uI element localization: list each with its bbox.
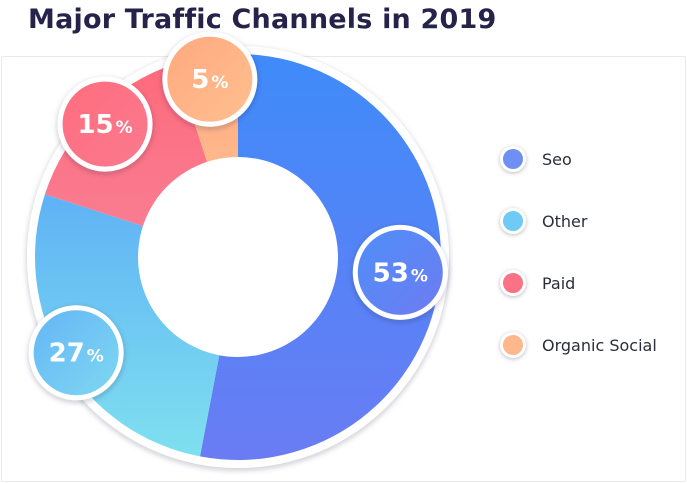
badge-other: 27% <box>28 305 124 401</box>
legend-item-seo[interactable]: Seo <box>500 128 685 190</box>
legend-swatch <box>500 332 526 358</box>
legend-label: Paid <box>542 273 576 293</box>
data-label-unit: % <box>116 118 133 138</box>
data-label-unit: % <box>87 347 104 367</box>
data-label-unit: % <box>411 266 428 286</box>
legend-item-paid[interactable]: Paid <box>500 252 685 314</box>
legend-item-other[interactable]: Other <box>500 190 685 252</box>
badge-circle <box>28 305 124 401</box>
legend-label: Seo <box>542 149 572 169</box>
donut-hole <box>138 157 338 357</box>
badge-organic-social: 5% <box>162 31 258 127</box>
legend-swatch <box>500 146 526 172</box>
legend: Seo Other Paid Organic Social <box>500 128 685 376</box>
page-title: Major Traffic Channels in 2019 <box>28 4 497 35</box>
badge-seo: 53% <box>352 224 448 320</box>
badge-paid: 15% <box>57 76 153 172</box>
badge-circle <box>162 31 258 127</box>
data-label-unit: % <box>211 73 228 93</box>
badge-circle <box>352 224 448 320</box>
legend-label: Organic Social <box>542 335 657 355</box>
badge-circle <box>57 76 153 172</box>
legend-label: Other <box>542 211 588 231</box>
legend-item-organic-social[interactable]: Organic Social <box>500 314 685 376</box>
percentage-badges: 53 % 27 % 15 %5% <box>28 31 448 401</box>
legend-swatch <box>500 208 526 234</box>
legend-swatch <box>500 270 526 296</box>
